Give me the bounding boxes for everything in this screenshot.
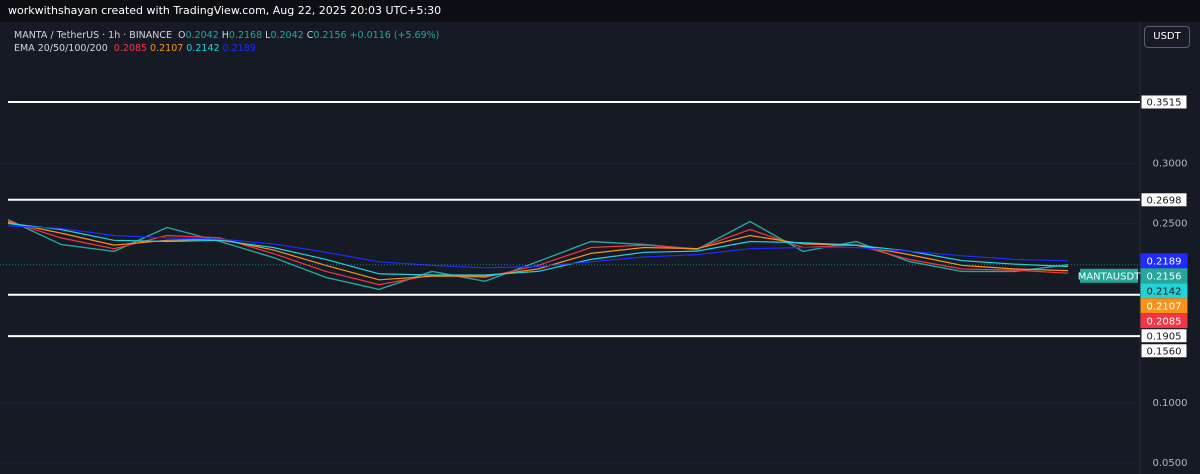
price-tag-label: 0.2156: [1147, 271, 1182, 282]
ohlc-value: 0.2042: [270, 30, 304, 41]
ema-line: [7, 225, 1069, 269]
symbol-tag-box: [1080, 268, 1138, 283]
price-tag-box: [1140, 94, 1188, 110]
price-tag-label: 0.2107: [1147, 301, 1182, 312]
price-tag-label: 0.2698: [1147, 195, 1182, 206]
price-tag: 0.2142: [1140, 283, 1188, 299]
ema-value: 0.2085: [113, 43, 148, 54]
price-tag: 0.2085: [1140, 313, 1188, 329]
ohlc-label: H: [221, 30, 229, 41]
price-tag-label: 0.1905: [1147, 331, 1182, 342]
price-tag-box: [1140, 343, 1188, 359]
price-tag-box: [1140, 283, 1188, 299]
indicator: EMA 20/50/100/200: [14, 43, 108, 54]
price-tag-box: [1140, 192, 1188, 208]
price-tag: 0.1560: [1140, 343, 1188, 359]
ema-line: [7, 220, 1069, 286]
price-tag-label: 0.2189: [1147, 256, 1182, 267]
ohlc-value: 0.2168: [228, 30, 263, 41]
currency-button[interactable]: USDT: [1144, 26, 1190, 48]
y-tick-label: 0.3000: [1153, 159, 1188, 170]
symbol: MANTA / TetherUS · 1h · BINANCE: [14, 30, 172, 41]
price-tag-label: 0.2142: [1147, 286, 1182, 297]
price-tag-box: [1140, 328, 1188, 344]
ohlc-label: L: [265, 30, 271, 41]
header: workwithshayan created with TradingView.…: [0, 0, 1200, 22]
price-tag: 0.3515: [1140, 94, 1188, 110]
price-tag: 0.2156 MANTAUSDT: [1078, 268, 1188, 284]
price-tag-label: 0.2085: [1147, 316, 1182, 327]
ohlc-value: 0.2042: [185, 30, 219, 41]
y-tick-label: 0.0500: [1153, 458, 1188, 469]
change: +0.0116 (+5.69%): [349, 30, 440, 41]
indicator-row: EMA 20/50/100/200 0.2085 0.2107 0.2142 0.21…: [14, 42, 442, 55]
legend: MANTA / TetherUS · 1h · BINANCE O0.2042 H…: [14, 29, 442, 55]
ema-value: 0.2107: [150, 43, 184, 54]
ema-value: 0.2142: [186, 43, 220, 54]
y-tick-label: 0.2500: [1153, 219, 1188, 230]
price-tag-box: [1140, 313, 1188, 329]
price-tag: 0.2698: [1140, 192, 1188, 208]
ohlc-label: O: [178, 30, 186, 41]
price-tag-label: 0.3515: [1147, 97, 1182, 108]
ohlc-row: MANTA / TetherUS · 1h · BINANCE O0.2042 H…: [14, 29, 442, 42]
ema-line: [7, 222, 1069, 276]
ohlc-label: C: [306, 30, 314, 41]
price-tag: 0.1905: [1140, 328, 1188, 344]
price-tag-label: 0.1560: [1147, 346, 1182, 357]
y-tick-label: 0.1000: [1153, 398, 1188, 409]
price-tag-box: [1140, 253, 1188, 269]
ema-line: [7, 221, 1069, 281]
price-tag: 0.2107: [1140, 298, 1188, 314]
ema-value: 0.2189: [222, 43, 256, 54]
price-tag-box: [1140, 298, 1188, 314]
symbol-tag: MANTAUSDT: [1078, 271, 1141, 282]
price-tag: 0.2189: [1140, 253, 1188, 269]
price-tag-box: [1140, 268, 1188, 284]
ohlc-value: 0.2156: [313, 30, 347, 41]
